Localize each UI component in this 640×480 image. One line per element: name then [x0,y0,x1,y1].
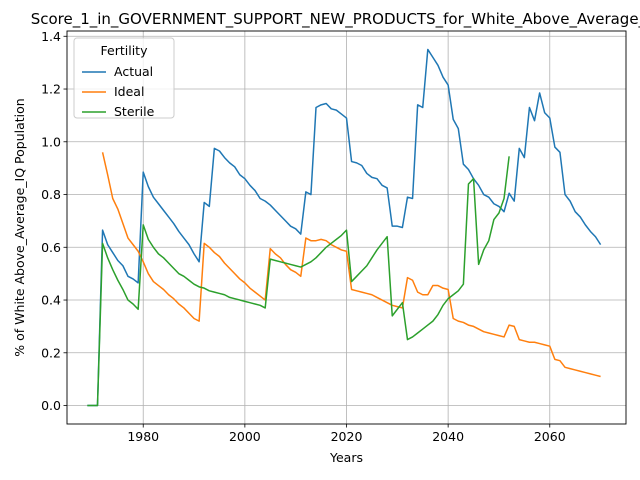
y-tick-label: 0.2 [41,345,61,360]
y-tick-label: 1.4 [41,29,61,44]
legend: Fertility Actual Ideal Sterile [73,37,175,119]
legend-box [73,37,175,119]
series-line-ideal [101,152,601,378]
series-line-sterile [87,156,510,407]
legend-title: Fertility [101,43,149,58]
legend-label-ideal: Ideal [114,84,144,99]
chart-title: Score_1_in_GOVERNMENT_SUPPORT_NEW_PRODUC… [31,10,640,29]
x-tick-label: 1980 [127,429,159,444]
y-tick-label: 0.6 [41,240,61,255]
x-axis-label: Years [329,450,363,465]
y-tick-label: 1.2 [41,82,61,97]
series-line-actual [87,48,602,407]
y-axis-label: % of White Above_Average_IQ Population [12,98,27,356]
series-lines [87,48,602,407]
x-tick-label: 2060 [534,429,566,444]
y-tick-label: 0.4 [41,293,61,308]
axis-ticks: 1980 2000 2020 2040 2060 0.0 0.2 0.4 0.6 0.8 1.0 1.… [41,29,566,444]
y-tick-label: 1.0 [41,134,61,149]
legend-label-actual: Actual [114,64,153,79]
y-tick-label: 0.0 [41,398,61,413]
x-tick-label: 2040 [432,429,464,444]
y-tick-label: 0.8 [41,187,61,202]
grid-lines [67,31,626,424]
x-tick-label: 2000 [229,429,261,444]
legend-entries: Actual Ideal Sterile [82,64,155,119]
legend-label-sterile: Sterile [114,104,155,119]
x-tick-label: 2020 [331,429,363,444]
